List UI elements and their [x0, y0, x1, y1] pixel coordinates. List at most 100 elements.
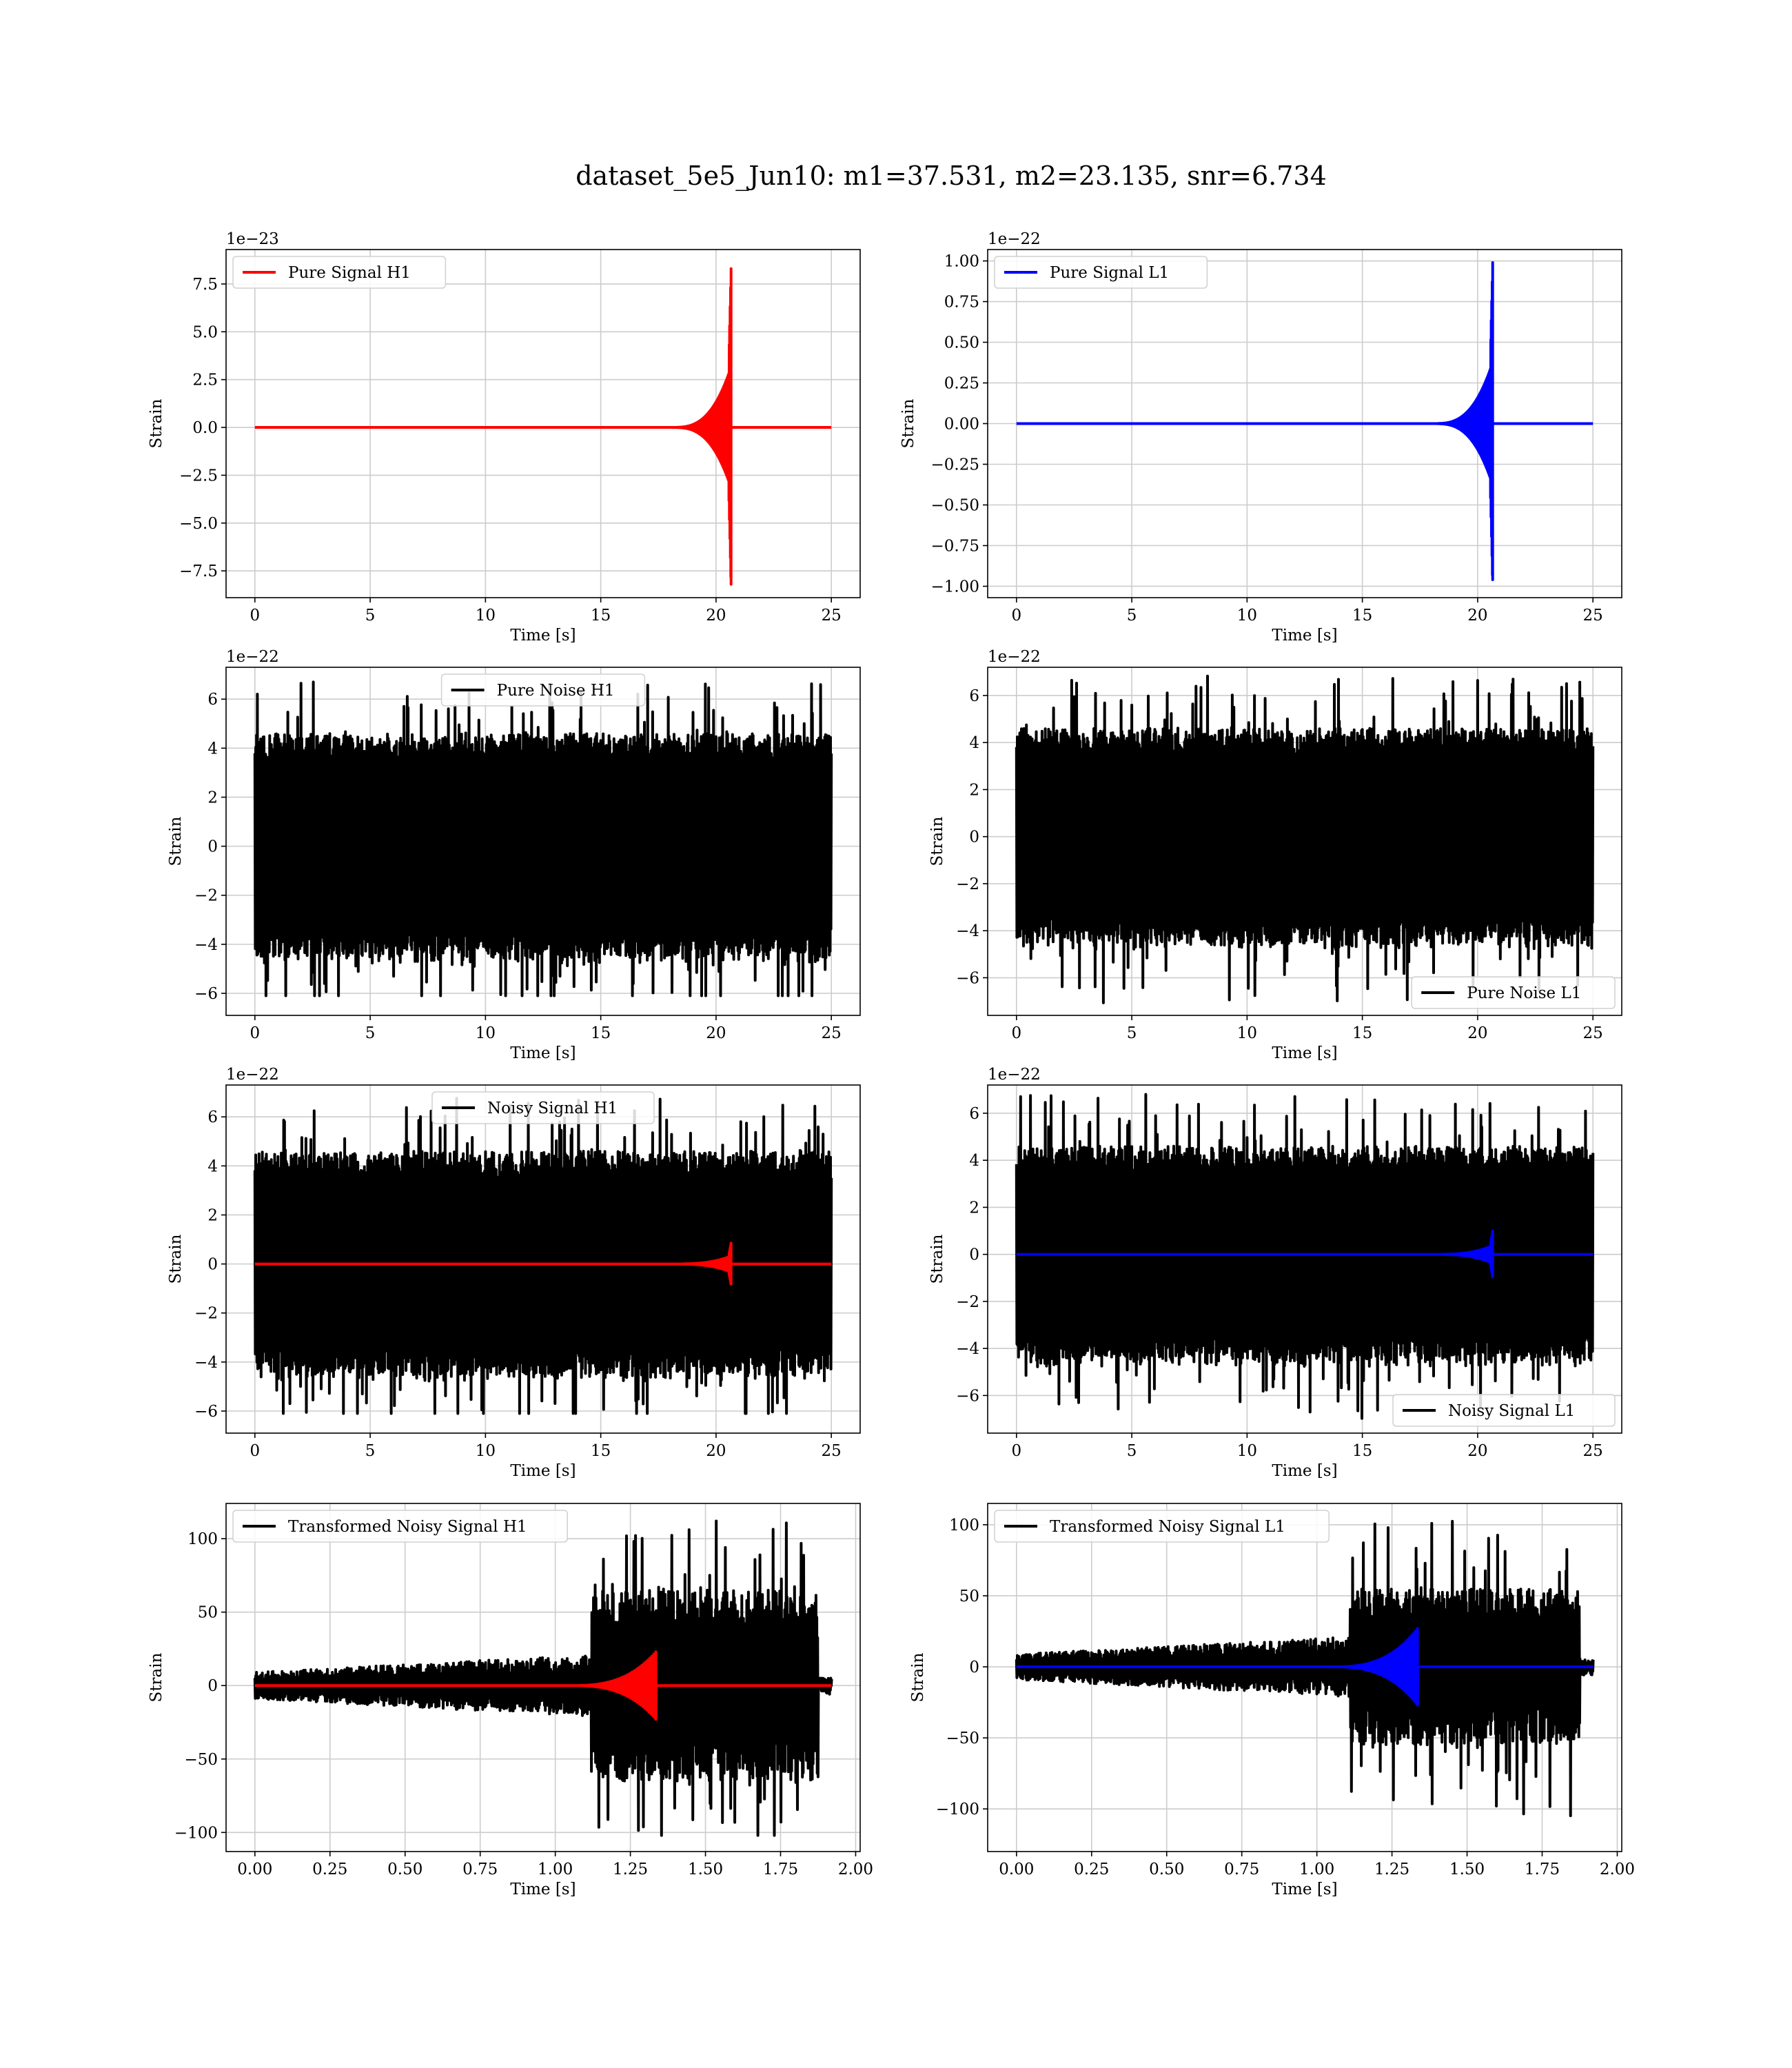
x-tick-label: 0.75: [1224, 1861, 1259, 1878]
x-tick-label: 0.00: [237, 1861, 272, 1878]
x-axis-label: Time [s]: [510, 627, 576, 645]
legend: Pure Signal L1: [994, 256, 1208, 289]
x-tick-label: 5: [1127, 607, 1137, 625]
y-tick-label: 0: [207, 1256, 218, 1274]
x-tick-label: 2.00: [838, 1861, 873, 1878]
legend: Noisy Signal L1: [1392, 1394, 1616, 1427]
y-axis-label: Strain: [147, 1652, 165, 1702]
x-tick-label: 2.00: [1600, 1861, 1635, 1878]
y-tick-label: −100: [174, 1824, 218, 1842]
x-tick-label: 5: [365, 1024, 376, 1042]
series-line: [253, 680, 833, 997]
y-tick-label: 2: [969, 1199, 979, 1217]
legend: Transformed Noisy Signal H1: [232, 1510, 568, 1543]
series-line: [1016, 1229, 1594, 1279]
x-tick-label: 1.00: [538, 1861, 573, 1878]
x-tick-label: 20: [706, 607, 726, 625]
y-tick-label: −6: [194, 1403, 218, 1421]
y-tick-label: 4: [969, 734, 979, 752]
y-tick-label: 50: [198, 1604, 218, 1622]
subplot-transformed-noisy-signal-l1: 0.00 0.25 0.50 0.75 1.00 1.25 1.50 1.75 2.00 −100…: [909, 1503, 1635, 1898]
x-tick-label: 15: [591, 1442, 611, 1460]
x-tick-label: 20: [1467, 1442, 1487, 1460]
y-tick-label: 0: [207, 1677, 218, 1695]
axes-frame: [225, 1503, 861, 1852]
x-tick-label: 15: [1352, 607, 1372, 625]
legend-label: Transformed Noisy Signal H1: [288, 1518, 527, 1536]
y-tick-label: 6: [969, 1105, 979, 1123]
x-tick-label: 15: [591, 1024, 611, 1042]
series-line: [1016, 1627, 1594, 1707]
x-tick-label: 0.25: [1074, 1861, 1109, 1878]
y-tick-label: −1.00: [931, 578, 979, 596]
y-tick-label: −50: [946, 1730, 979, 1747]
y-tick-label: −4: [194, 1354, 218, 1372]
y-tick-label: −7.5: [179, 562, 218, 580]
plot-area: [1016, 261, 1594, 581]
axes-frame: [987, 1084, 1622, 1434]
series-line: [254, 267, 832, 586]
x-tick-label: 10: [1237, 607, 1257, 625]
x-tick-label: 0.75: [462, 1861, 498, 1878]
y-tick-label: 100: [187, 1530, 218, 1548]
series-line: [253, 1519, 833, 1837]
y-offset-label: 1e−22: [988, 1066, 1041, 1084]
subplot-pure-signal-h1: 0 5 10 15 20 25 −7.5 −5.0 −2.5 0.0 2.5 5.0 7.5 Time […: [147, 230, 861, 645]
legend-box: [431, 1091, 655, 1124]
legend-box: [994, 1510, 1330, 1543]
y-offset-label: 1e−22: [988, 648, 1041, 666]
subplot-transformed-noisy-signal-h1: 0.00 0.25 0.50 0.75 1.00 1.25 1.50 1.75 2.00 −100…: [147, 1503, 873, 1898]
y-tick-label: 2.5: [192, 372, 218, 389]
y-tick-label: −2.5: [179, 467, 218, 485]
y-axis-label: Strain: [147, 398, 165, 448]
x-tick-label: 15: [1352, 1024, 1372, 1042]
axes-frame: [225, 249, 861, 598]
x-tick-label: 0.00: [999, 1861, 1034, 1878]
x-tick-label: 10: [476, 607, 496, 625]
x-tick-label: 25: [822, 1442, 842, 1460]
legend-label: Pure Signal L1: [1050, 264, 1169, 282]
legend-label: Pure Noise L1: [1467, 984, 1581, 1002]
x-tick-label: 25: [822, 607, 842, 625]
y-tick-label: 0.25: [944, 375, 979, 393]
y-tick-label: 0.00: [944, 416, 979, 434]
legend-label: Noisy Signal L1: [1448, 1402, 1575, 1420]
y-tick-label: −5.0: [179, 515, 218, 533]
x-tick-label: 1.75: [763, 1861, 798, 1878]
legend: Noisy Signal H1: [431, 1091, 655, 1124]
x-tick-label: 1.00: [1299, 1861, 1334, 1878]
y-tick-label: −4: [956, 922, 979, 940]
y-tick-label: −100: [936, 1801, 979, 1818]
x-tick-label: 0: [250, 1442, 260, 1460]
plot-area: [253, 680, 833, 997]
legend-box: [994, 256, 1208, 289]
subplot-noisy-signal-l1: 0 5 10 15 20 25 −6 −4 −2 0 2 4 6 Time [s] Strain 1e−22 N…: [928, 1066, 1622, 1480]
legend: Pure Signal H1: [232, 256, 447, 289]
subplot-pure-noise-h1: 0 5 10 15 20 25 −6 −4 −2 0 2 4 6 Time [s] Strain 1e−22 P…: [167, 648, 861, 1062]
x-tick-label: 20: [706, 1442, 726, 1460]
y-tick-label: 2: [969, 781, 979, 799]
y-axis-label: Strain: [928, 816, 946, 866]
y-tick-label: 4: [969, 1152, 979, 1170]
y-tick-label: −6: [956, 969, 979, 987]
x-tick-label: 0.25: [312, 1861, 347, 1878]
x-tick-label: 5: [365, 607, 376, 625]
legend: Pure Noise L1: [1411, 976, 1616, 1009]
y-axis-label: Strain: [899, 398, 917, 448]
x-tick-label: 20: [706, 1024, 726, 1042]
y-axis-label: Strain: [167, 816, 185, 866]
legend-label: Noisy Signal H1: [487, 1099, 618, 1117]
x-tick-label: 0.50: [1149, 1861, 1184, 1878]
x-axis-label: Time [s]: [1272, 1462, 1337, 1480]
legend-box: [232, 256, 447, 289]
axes-frame: [987, 1503, 1622, 1852]
x-tick-label: 25: [1583, 1442, 1603, 1460]
x-tick-label: 25: [822, 1024, 842, 1042]
y-axis-label: Strain: [928, 1234, 946, 1284]
x-tick-label: 0: [1011, 1024, 1021, 1042]
x-tick-label: 20: [1467, 607, 1487, 625]
y-offset-label: 1e−22: [226, 1066, 279, 1084]
axes-frame: [225, 1084, 861, 1434]
axes-frame: [225, 667, 861, 1016]
